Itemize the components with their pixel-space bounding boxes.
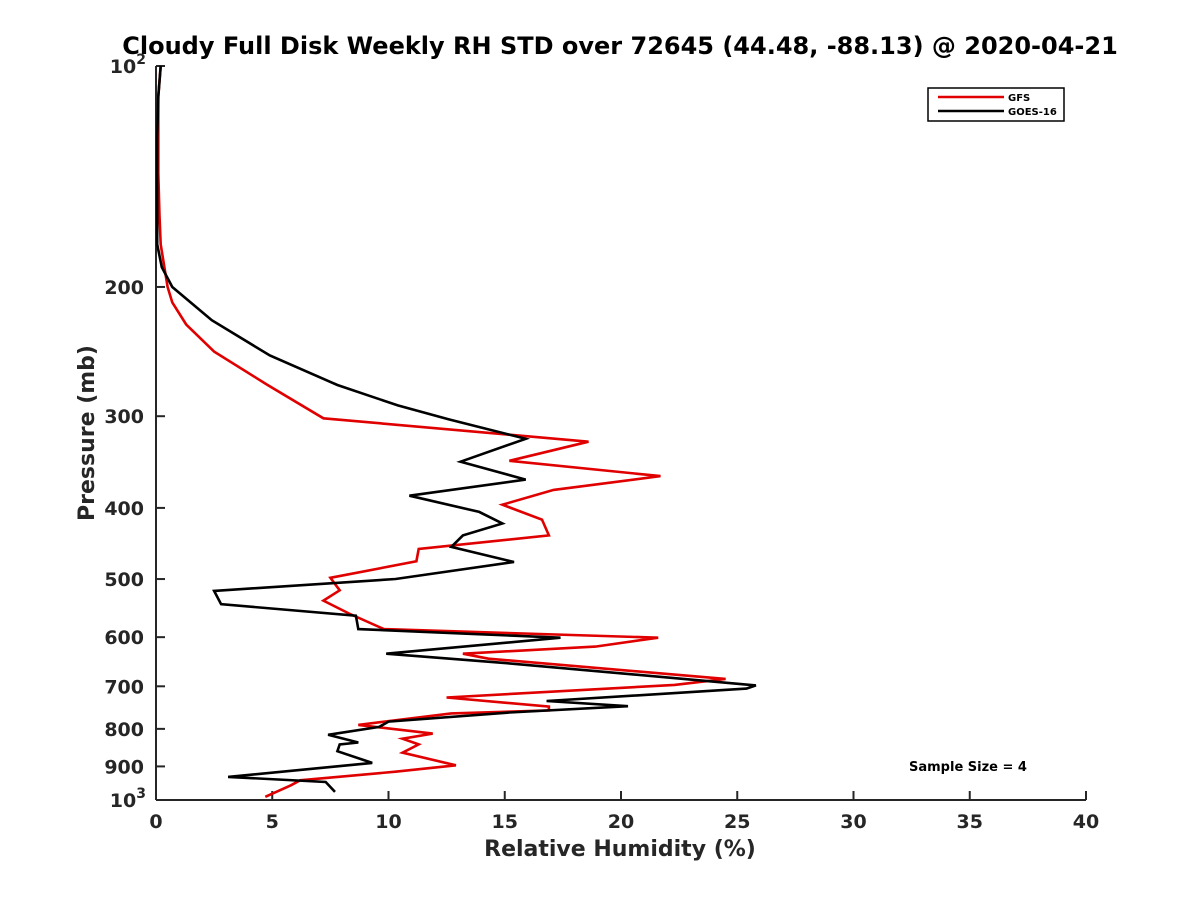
y-tick-label: 103 [110,786,146,812]
x-tick-label: 10 [375,811,401,833]
plot-series [155,65,757,798]
legend-label-gfs: GFS [1008,93,1030,104]
x-tick-label: 35 [957,811,983,833]
x-tick-label: 30 [840,811,866,833]
series-line-goes-16 [155,65,757,793]
x-tick-label: 20 [608,811,634,833]
x-tick-label: 0 [149,811,162,833]
legend: GFS GOES-16 [927,87,1065,122]
x-tick-label: 5 [266,811,279,833]
chart-title: Cloudy Full Disk Weekly RH STD over 7264… [122,32,1118,60]
y-tick-label: 700 [104,676,144,698]
axes: 0 5 10 15 20 25 30 35 40 102 200 300 400 500 600 700 800… [104,52,1099,833]
series-line-gfs [157,65,726,798]
y-tick-label: 102 [110,52,146,78]
x-tick-label: 40 [1073,811,1099,833]
y-tick-label: 600 [104,627,144,649]
legend-label-goes-16: GOES-16 [1008,107,1057,118]
y-tick-label: 900 [104,756,144,778]
x-tick-label: 25 [724,811,750,833]
y-tick-label: 300 [104,406,144,428]
y-tick-label: 400 [104,498,144,520]
y-tick-label: 200 [104,277,144,299]
x-tick-label: 15 [492,811,518,833]
y-axis-label: Pressure (mb) [75,345,100,521]
legend-box [927,87,1065,122]
y-tick-label: 500 [104,569,144,591]
sample-size-annotation: Sample Size = 4 [909,760,1027,775]
x-axis-label: Relative Humidity (%) [484,837,756,862]
y-tick-label: 800 [104,719,144,741]
